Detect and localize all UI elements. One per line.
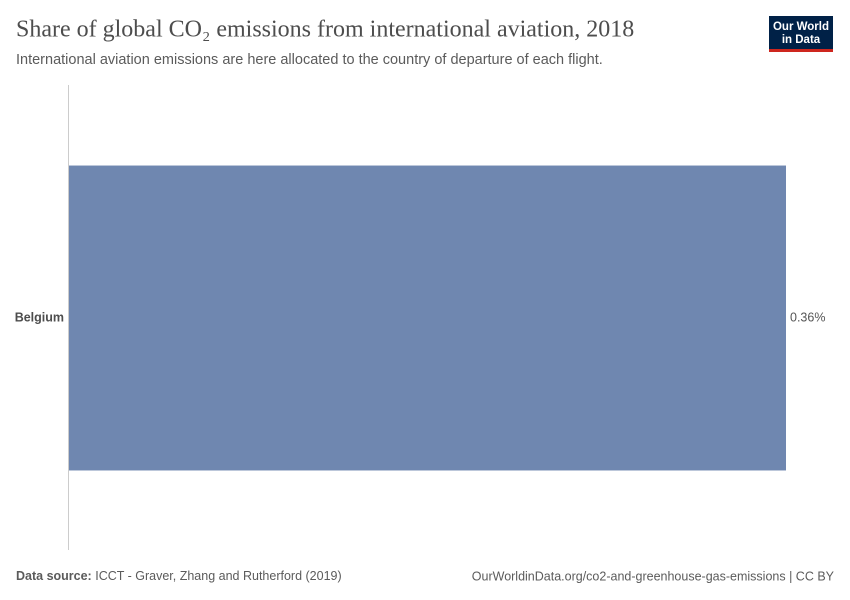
source-label: Data source: [16,569,92,583]
url[interactable]: OurWorldinData.org/co2-and-greenhouse-ga… [472,569,835,583]
logo[interactable]: Our World in Data [769,16,833,52]
logo-text: Our World [773,21,829,33]
logo-bar [769,49,833,52]
category-label: Belgium [15,310,64,324]
logo-text: in Data [782,34,821,46]
source-text: ICCT - Graver, Zhang and Rutherford (201… [95,569,341,583]
chart-subtitle: International aviation emissions are her… [16,52,603,68]
value-label: 0.36% [790,310,825,324]
chart-title: Share of global CO₂ emissions from inter… [16,17,634,43]
bar [69,165,786,471]
source: Data source: ICCT - Graver, Zhang and Ru… [16,569,342,583]
logo-box [769,16,833,49]
